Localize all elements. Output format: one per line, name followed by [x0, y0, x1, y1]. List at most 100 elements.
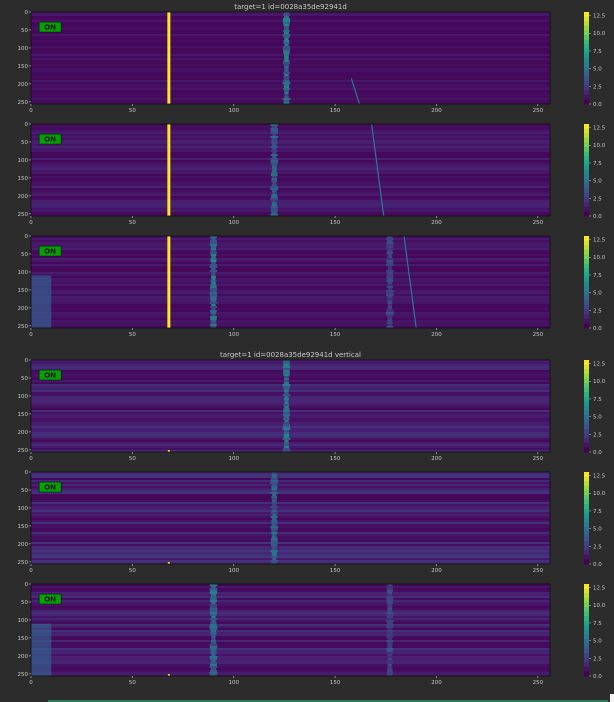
colorbar-segment: [584, 197, 589, 203]
colorbar-segment: [584, 254, 589, 260]
band-cell: [210, 668, 217, 670]
x-tick-label: 100: [228, 456, 239, 462]
x-tick-label: 200: [431, 108, 442, 114]
y-tick-label: 50: [21, 252, 28, 258]
band-cell: [271, 542, 278, 544]
noise-row: [31, 502, 550, 504]
colorbar-segment: [584, 85, 589, 91]
noise-row: [31, 590, 550, 592]
x-tick-label: 150: [330, 568, 341, 574]
noise-rows: [31, 360, 550, 452]
noise-row: [31, 180, 550, 182]
noise-row: [31, 490, 550, 492]
colorbar-segment: [584, 249, 589, 255]
colorbar-segment: [584, 236, 589, 242]
band-cell: [272, 156, 277, 158]
band-cell: [282, 428, 291, 430]
noise-row: [31, 280, 550, 282]
band-cell: [209, 264, 217, 266]
noise-row: [31, 200, 550, 202]
band-cell: [386, 622, 393, 624]
band-cell: [284, 444, 289, 446]
colorbar-segment: [584, 94, 589, 100]
band-cell: [386, 322, 393, 324]
band-cell: [284, 406, 289, 408]
on-badge: [38, 245, 62, 257]
band-cell: [271, 502, 277, 504]
colorbar: 12.5 10.0 7.5 5.0 2.5 0.0: [584, 360, 606, 456]
noise-row: [31, 634, 550, 636]
noise-row: [31, 636, 550, 638]
band-cell: [209, 628, 218, 630]
plot-frame: [30, 123, 551, 217]
band-cell: [211, 276, 216, 278]
band-cell: [387, 670, 393, 672]
noise-row: [31, 474, 550, 476]
colorbar-segment: [584, 499, 589, 505]
colorbar-segment: [584, 490, 589, 496]
band-cell: [386, 246, 394, 248]
band-cell: [284, 380, 289, 382]
band-cell: [387, 318, 393, 320]
noise-row: [31, 562, 550, 564]
corner-mark: [610, 694, 614, 702]
noise-row: [31, 516, 550, 518]
noise-row: [31, 442, 550, 444]
band-cell: [284, 420, 289, 422]
noise-row: [31, 612, 550, 614]
colorbar-tick-label: 0.0: [593, 326, 602, 332]
band-cell: [271, 520, 278, 522]
colorbar-segment: [584, 318, 589, 324]
colorbar-tick-label: 10.0: [593, 143, 606, 149]
band-cell: [210, 648, 217, 650]
noise-row: [31, 246, 550, 248]
colorbar-segment: [584, 410, 589, 416]
noise-row: [31, 620, 550, 622]
band-cell: [284, 90, 289, 92]
band-cell: [283, 40, 290, 42]
y-tick-label: 150: [18, 524, 29, 530]
noise-row: [31, 650, 550, 652]
band-cell: [386, 624, 394, 626]
band-cell: [282, 438, 291, 440]
noise-row: [31, 400, 550, 402]
noise-row: [31, 542, 550, 544]
band-cell: [271, 172, 278, 174]
noise-row: [31, 88, 550, 90]
colorbar-tick-label: 10.0: [593, 379, 606, 385]
band-cell: [284, 38, 289, 40]
band-cell: [210, 298, 217, 300]
band-cell: [283, 408, 290, 410]
noise-rows: [31, 12, 550, 104]
colorbar-tick-label: 2.5: [593, 196, 602, 202]
band-cell: [282, 424, 291, 426]
band-cell: [209, 600, 218, 602]
colorbar-tick-label: 10.0: [593, 255, 606, 261]
band-cell: [386, 602, 394, 604]
band-cell: [387, 304, 393, 306]
colorbar-segment: [584, 282, 589, 288]
noise-row: [31, 128, 550, 130]
colorbar-segment: [584, 541, 589, 547]
colorbar-segment: [584, 611, 589, 617]
band-cell: [283, 410, 290, 412]
band-cell: [271, 144, 277, 146]
noise-row: [31, 132, 550, 134]
band-cell: [270, 132, 279, 134]
colorbar-segment: [584, 378, 589, 384]
band-cell: [283, 86, 290, 88]
band-cell: [270, 478, 278, 480]
band-cell: [284, 430, 289, 432]
band-cell: [283, 26, 289, 28]
noise-row: [31, 554, 550, 556]
noise-row: [31, 206, 550, 208]
colorbar-segment: [584, 277, 589, 283]
y-tick-label: 50: [21, 488, 28, 494]
band-cell: [385, 290, 394, 292]
colorbar-segment: [584, 588, 589, 594]
noise-row: [31, 292, 550, 294]
noise-row: [31, 242, 550, 244]
noise-row: [31, 436, 550, 438]
noise-row: [31, 604, 550, 606]
band-cell: [271, 562, 277, 564]
